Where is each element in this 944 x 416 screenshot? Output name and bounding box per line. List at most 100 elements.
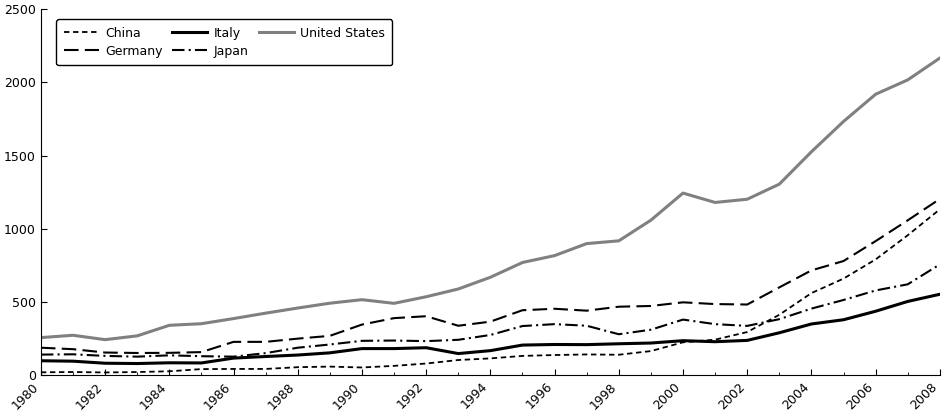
Italy [292, 352, 303, 357]
Germany [292, 336, 303, 341]
China [548, 352, 560, 357]
Germany [646, 304, 657, 309]
China [902, 233, 914, 238]
United States [292, 305, 303, 310]
Italy [67, 359, 78, 364]
Italy [195, 360, 207, 365]
Line: Italy: Italy [41, 294, 940, 364]
Japan [131, 354, 143, 359]
Japan [516, 324, 528, 329]
China [195, 366, 207, 371]
United States [548, 253, 560, 258]
Italy [902, 299, 914, 304]
China [484, 356, 496, 361]
United States [131, 333, 143, 338]
Japan [870, 288, 882, 293]
China [35, 370, 46, 375]
United States [163, 323, 175, 328]
Germany [935, 196, 944, 201]
Japan [260, 351, 271, 356]
Italy [324, 350, 335, 355]
Italy [516, 343, 528, 348]
China [163, 369, 175, 374]
United States [260, 311, 271, 316]
Italy [581, 342, 592, 347]
United States [452, 287, 464, 292]
United States [935, 56, 944, 61]
Japan [484, 332, 496, 337]
China [67, 369, 78, 374]
Legend: China, Germany, Italy, Japan, United States: China, Germany, Italy, Japan, United Sta… [56, 19, 392, 65]
United States [67, 333, 78, 338]
Italy [710, 339, 721, 344]
China [742, 329, 753, 334]
Italy [742, 338, 753, 343]
Italy [131, 361, 143, 366]
Germany [516, 308, 528, 313]
China [292, 365, 303, 370]
Germany [678, 300, 689, 305]
United States [838, 119, 850, 124]
United States [870, 92, 882, 97]
Italy [99, 361, 110, 366]
Germany [902, 218, 914, 223]
Germany [613, 304, 624, 309]
Germany [742, 302, 753, 307]
United States [35, 335, 46, 340]
United States [806, 149, 818, 154]
Germany [484, 319, 496, 324]
Japan [774, 317, 785, 322]
Italy [420, 345, 431, 350]
Line: Japan: Japan [41, 265, 940, 357]
Japan [356, 338, 367, 343]
China [646, 349, 657, 354]
United States [356, 297, 367, 302]
Italy [228, 356, 239, 361]
Italy [774, 330, 785, 335]
Japan [548, 322, 560, 327]
Line: United States: United States [41, 58, 940, 339]
Germany [548, 306, 560, 311]
Japan [324, 342, 335, 347]
Japan [99, 354, 110, 359]
Italy [613, 341, 624, 346]
Germany [260, 339, 271, 344]
United States [646, 218, 657, 223]
Germany [228, 339, 239, 344]
Japan [678, 317, 689, 322]
United States [678, 191, 689, 196]
Italy [388, 346, 399, 351]
Italy [260, 354, 271, 359]
China [806, 291, 818, 296]
Germany [99, 350, 110, 355]
Japan [35, 352, 46, 357]
United States [581, 241, 592, 246]
United States [195, 321, 207, 326]
Germany [710, 302, 721, 307]
Line: Germany: Germany [41, 199, 940, 353]
China [838, 276, 850, 281]
United States [516, 260, 528, 265]
Japan [163, 353, 175, 358]
Italy [806, 322, 818, 327]
Japan [710, 322, 721, 327]
Japan [902, 282, 914, 287]
China [228, 366, 239, 371]
Germany [195, 349, 207, 354]
United States [613, 238, 624, 243]
Japan [742, 323, 753, 328]
Italy [838, 317, 850, 322]
China [935, 207, 944, 212]
Japan [452, 337, 464, 342]
Japan [228, 354, 239, 359]
China [774, 312, 785, 317]
Germany [870, 239, 882, 244]
China [452, 357, 464, 362]
Japan [67, 352, 78, 357]
Germany [163, 350, 175, 355]
United States [99, 337, 110, 342]
Japan [613, 332, 624, 337]
United States [228, 316, 239, 321]
Japan [420, 339, 431, 344]
Germany [131, 351, 143, 356]
